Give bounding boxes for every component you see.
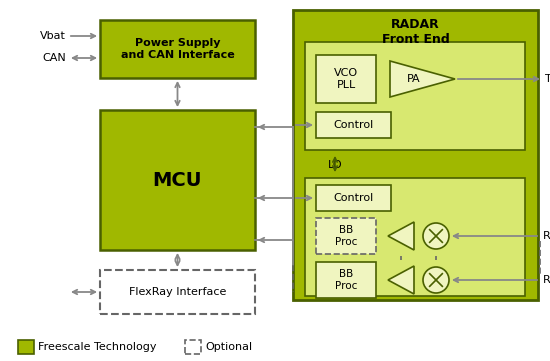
Text: Optional: Optional <box>205 342 252 352</box>
Bar <box>316 185 391 211</box>
Text: Freescale Technology: Freescale Technology <box>38 342 157 352</box>
Text: PA: PA <box>407 74 421 84</box>
Text: CAN: CAN <box>42 53 66 63</box>
Text: BB
Proc: BB Proc <box>335 225 357 247</box>
Polygon shape <box>388 266 414 294</box>
Text: BB
Proc: BB Proc <box>335 269 357 291</box>
Bar <box>100 110 255 250</box>
Text: RXin: RXin <box>543 231 550 241</box>
Bar <box>316 55 376 103</box>
Text: Control: Control <box>333 120 373 130</box>
Text: LO: LO <box>328 160 342 170</box>
Bar <box>316 218 376 254</box>
Bar <box>18 340 34 354</box>
Polygon shape <box>390 61 455 97</box>
Circle shape <box>423 223 449 249</box>
Text: TXout: TXout <box>545 74 550 84</box>
Text: RXin: RXin <box>543 275 550 285</box>
Bar <box>305 178 525 296</box>
Polygon shape <box>388 222 414 250</box>
Text: MCU: MCU <box>153 170 202 190</box>
Text: RADAR
Front End: RADAR Front End <box>382 18 449 46</box>
Bar <box>185 340 201 354</box>
Bar <box>293 10 538 300</box>
Circle shape <box>423 267 449 293</box>
Bar <box>100 20 255 78</box>
Bar <box>305 42 525 150</box>
Text: Vbat: Vbat <box>40 31 66 41</box>
Bar <box>316 262 376 298</box>
Bar <box>316 112 391 138</box>
Text: Power Supply
and CAN Interface: Power Supply and CAN Interface <box>120 38 234 60</box>
Text: VCO
PLL: VCO PLL <box>334 68 358 90</box>
Text: Control: Control <box>333 193 373 203</box>
Text: FlexRay Interface: FlexRay Interface <box>129 287 226 297</box>
Bar <box>100 270 255 314</box>
